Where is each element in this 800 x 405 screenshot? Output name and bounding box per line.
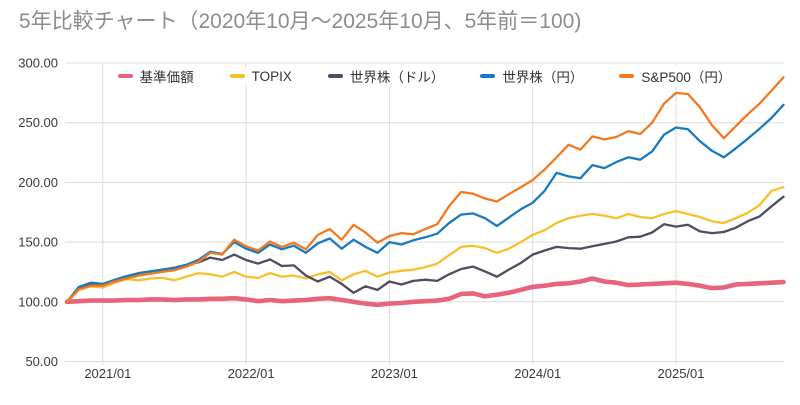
legend-label: S&P500（円） (641, 70, 732, 85)
x-tick-label: 2022/01 (228, 366, 275, 381)
y-tick-label: 50.00 (25, 354, 58, 369)
series-lines (64, 76, 786, 308)
y-tick-label: 150.00 (18, 235, 58, 250)
legend-swatch-yellow (229, 73, 245, 79)
legend-item-sp500-jpy[interactable]: S&P500（円） (614, 65, 737, 87)
y-tick-label: 200.00 (18, 175, 58, 190)
series-line-基準価額 (64, 276, 786, 308)
chart-title: 5年比較チャート（2020年10月～2025年10月、5年前＝100) (19, 10, 582, 33)
x-axis-labels: 2021/01 2022/01 2023/01 2024/01 2025/01 (84, 366, 704, 381)
x-tick-label: 2023/01 (371, 366, 418, 381)
y-tick-label: 100.00 (18, 294, 58, 309)
legend-item-world-jpy[interactable]: 世界株（円） (475, 65, 589, 87)
legend-label: 基準価額 (139, 70, 194, 85)
legend-swatch-blue (480, 73, 496, 79)
legend-swatch-pink (117, 73, 133, 79)
y-tick-label: 300.00 (18, 56, 58, 71)
chart-legend: 基準価額 TOPIX 世界株（ドル） 世界株（円） S&P500（円） (65, 65, 784, 87)
series-line-TOPIX (65, 186, 785, 303)
legend-item-kijun-kagaku[interactable]: 基準価額 (112, 65, 199, 87)
legend-label: 世界株（ドル） (349, 70, 445, 85)
legend-label: 世界株（円） (502, 70, 584, 85)
gridlines (65, 62, 784, 365)
series-line-S&P500（円） (65, 76, 785, 303)
legend-swatch-darkgray (327, 73, 343, 79)
legend-item-topix[interactable]: TOPIX (224, 67, 297, 85)
y-tick-label: 250.00 (18, 115, 58, 130)
legend-swatch-orange (619, 73, 635, 79)
x-tick-label: 2025/01 (658, 366, 705, 381)
series-line-世界株（円） (65, 103, 785, 303)
legend-item-world-usd[interactable]: 世界株（ドル） (322, 65, 450, 87)
x-tick-label: 2021/01 (84, 366, 131, 381)
y-axis-labels: 300.00 250.00 200.00 150.00 100.00 50.00 (18, 56, 58, 370)
legend-label: TOPIX (251, 68, 292, 84)
x-tick-label: 2024/01 (514, 366, 561, 381)
